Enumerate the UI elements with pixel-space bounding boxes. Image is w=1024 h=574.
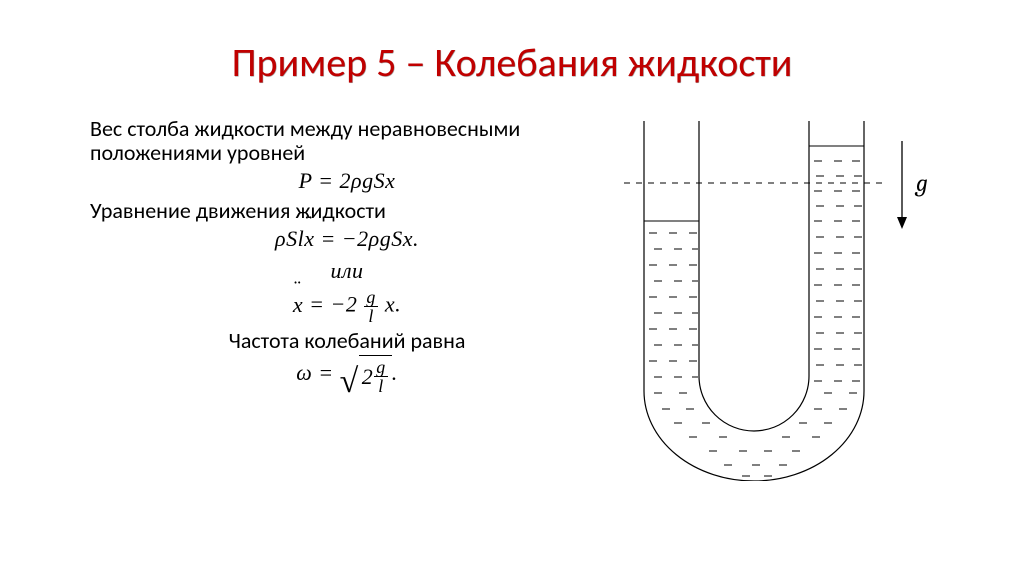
formula-weight: P = 2ρgSx	[90, 167, 604, 195]
frac-num-1: g	[364, 288, 378, 307]
liquid-texture	[649, 161, 862, 476]
paragraph-1: Вес столба жидкости между неравновесными…	[90, 117, 604, 165]
radicand: 2 gl	[359, 355, 392, 395]
u-tube-diagram: g	[624, 121, 954, 481]
slide-title: Пример 5 – Колебания жидкости	[0, 0, 1024, 87]
or-word: или	[90, 257, 604, 285]
f3-eq: = −2	[303, 292, 363, 317]
formula-simplified: x = −2 gl x.	[90, 288, 604, 325]
content-area: Вес столба жидкости между неравновесными…	[0, 87, 1024, 481]
omega-tail: .	[392, 360, 398, 385]
radical-sign: √	[340, 368, 359, 397]
frac-num-2: g	[374, 358, 388, 377]
inner-vessel	[699, 121, 809, 431]
frac-g-l-2: gl	[373, 358, 389, 395]
radpre: 2	[362, 363, 374, 391]
x-ddot-2: x	[293, 292, 303, 317]
paragraph-3: Частота колебаний равна	[90, 329, 604, 353]
frac-den-1: l	[364, 307, 378, 325]
f3-tail: x.	[379, 292, 401, 317]
outer-vessel	[644, 121, 864, 481]
g-arrow-head	[897, 217, 907, 229]
f2-rhs: = −2ρgSx.	[314, 226, 419, 251]
formula-motion: ρSlx = −2ρgSx.	[90, 225, 604, 253]
paragraph-2: Уравнение движения жидкости	[90, 199, 604, 223]
g-label: g	[914, 169, 928, 197]
formula-omega: ω = √2 gl.	[90, 355, 604, 395]
sqrt-wrap: √2 gl	[340, 355, 392, 395]
frac-den-2: l	[374, 377, 388, 395]
text-column: Вес столба жидкости между неравновесными…	[90, 117, 604, 481]
frac-g-l-1: gl	[363, 288, 379, 325]
x-ddot-1: x	[304, 226, 314, 251]
diagram-column: g	[624, 117, 964, 481]
omega-lhs: ω =	[296, 360, 339, 385]
f2-lhs: ρSl	[275, 226, 304, 251]
